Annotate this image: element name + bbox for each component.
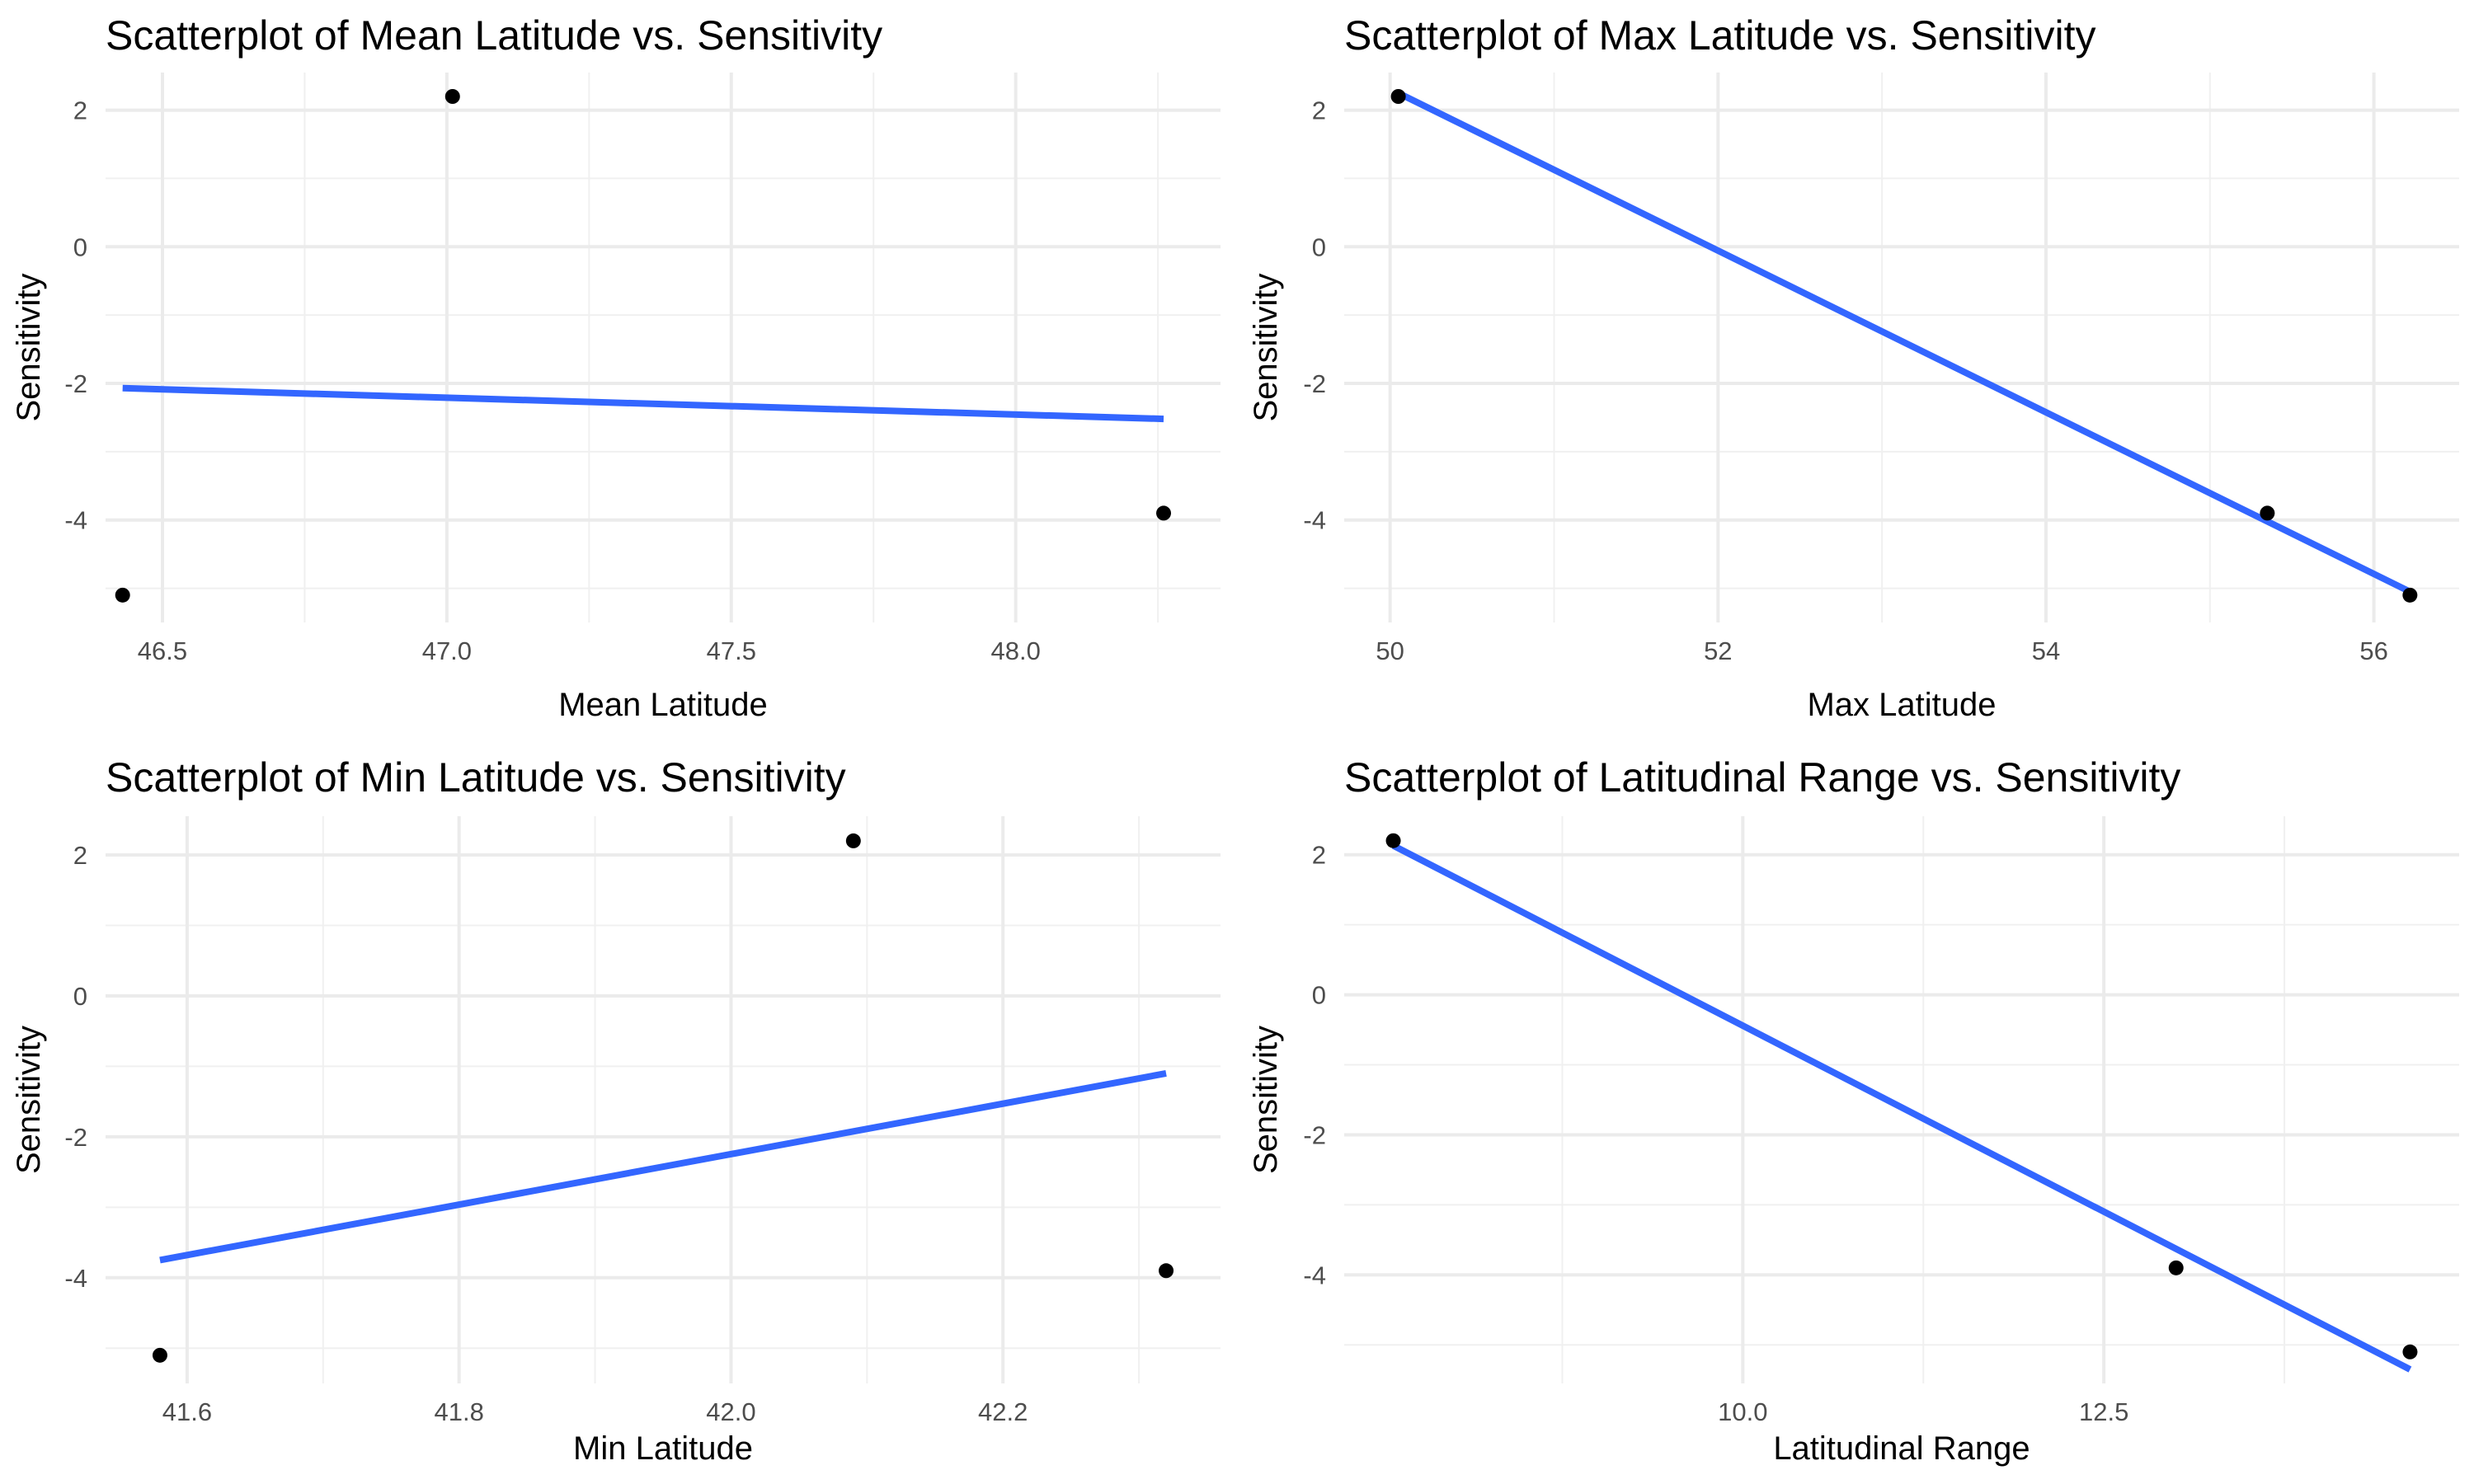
y-tick-label: -2 xyxy=(64,1123,87,1152)
x-tick-label: 50 xyxy=(1376,636,1404,665)
x-tick-label: 54 xyxy=(2032,636,2060,665)
trend-line xyxy=(1396,90,2412,595)
y-tick-label: 0 xyxy=(1312,232,1326,261)
panel-4: 10.0 12.5 2 0 -2 -4 Scatterplot of Latitudinal… xyxy=(1248,754,2459,1467)
y-axis-title: Sensitivity xyxy=(11,273,47,421)
x-axis-title: Mean Latitude xyxy=(558,687,768,723)
x-axis-title: Max Latitude xyxy=(1807,687,1996,723)
chart-title: Scatterplot of Max Latitude vs. Sensitiv… xyxy=(1344,12,2096,59)
x-axis-title: Latitudinal Range xyxy=(1773,1430,2030,1467)
trend-line xyxy=(1391,843,2412,1373)
x-tick-label: 42.2 xyxy=(978,1397,1028,1426)
y-tick-label: -2 xyxy=(1303,1120,1326,1149)
y-tick-label: 2 xyxy=(73,96,87,125)
y-tick-label: 0 xyxy=(73,232,87,261)
x-tick-label: 41.8 xyxy=(435,1397,484,1426)
y-axis-title: Sensitivity xyxy=(11,1026,47,1174)
y-tick-label: -2 xyxy=(1303,369,1326,398)
x-tick-label: 12.5 xyxy=(2079,1397,2128,1426)
y-tick-label: 0 xyxy=(1312,981,1326,1010)
x-tick-label: 42.0 xyxy=(706,1397,755,1426)
chart-title: Scatterplot of Mean Latitude vs. Sensiti… xyxy=(106,12,882,59)
x-tick-label: 48.0 xyxy=(991,636,1041,665)
data-point xyxy=(2260,505,2275,521)
trend-line xyxy=(159,1070,1167,1264)
y-tick-label: -2 xyxy=(64,369,87,398)
y-tick-label: 2 xyxy=(73,841,87,870)
data-point xyxy=(1390,89,1406,104)
x-tick-label: 41.6 xyxy=(162,1397,212,1426)
y-axis-title: Sensitivity xyxy=(1248,1026,1284,1174)
y-tick-label: 0 xyxy=(73,982,87,1011)
data-point xyxy=(1385,833,1401,848)
x-tick-label: 10.0 xyxy=(1718,1397,1767,1426)
y-tick-label: -4 xyxy=(1303,506,1326,535)
x-tick-label: 52 xyxy=(1704,636,1732,665)
x-axis-title: Min Latitude xyxy=(573,1430,753,1467)
x-tick-label: 56 xyxy=(2359,636,2387,665)
y-axis-title: Sensitivity xyxy=(1248,273,1284,421)
y-tick-label: 2 xyxy=(1312,841,1326,870)
data-point xyxy=(115,587,130,603)
y-tick-label: -4 xyxy=(64,1264,87,1293)
chart-title: Scatterplot of Min Latitude vs. Sensitiv… xyxy=(106,754,846,801)
trend-line xyxy=(122,384,1164,423)
data-point xyxy=(2402,587,2418,603)
panel-1: 46.5 47.0 47.5 48.0 2 0 -2 -4 Scatterplot of Mea… xyxy=(11,12,1221,723)
y-tick-label: -4 xyxy=(64,506,87,535)
data-point xyxy=(2402,1344,2418,1360)
x-tick-label: 47.0 xyxy=(422,636,472,665)
data-point xyxy=(1159,1263,1174,1279)
data-point xyxy=(2168,1260,2184,1275)
y-tick-label: 2 xyxy=(1312,96,1326,125)
chart-title: Scatterplot of Latitudinal Range vs. Sen… xyxy=(1344,754,2180,801)
data-point xyxy=(1156,505,1172,521)
x-tick-label: 47.5 xyxy=(707,636,756,665)
y-tick-label: -4 xyxy=(1303,1261,1326,1289)
x-tick-label: 46.5 xyxy=(138,636,187,665)
data-point xyxy=(152,1347,167,1363)
data-point xyxy=(845,833,861,848)
panel-3: 41.6 41.8 42.0 42.2 2 0 -2 -4 Scatterplot of Min… xyxy=(11,754,1221,1467)
panel-2: 50 52 54 56 2 0 -2 -4 Scatterplot of Max Latitud… xyxy=(1248,12,2459,723)
data-point xyxy=(444,89,460,104)
